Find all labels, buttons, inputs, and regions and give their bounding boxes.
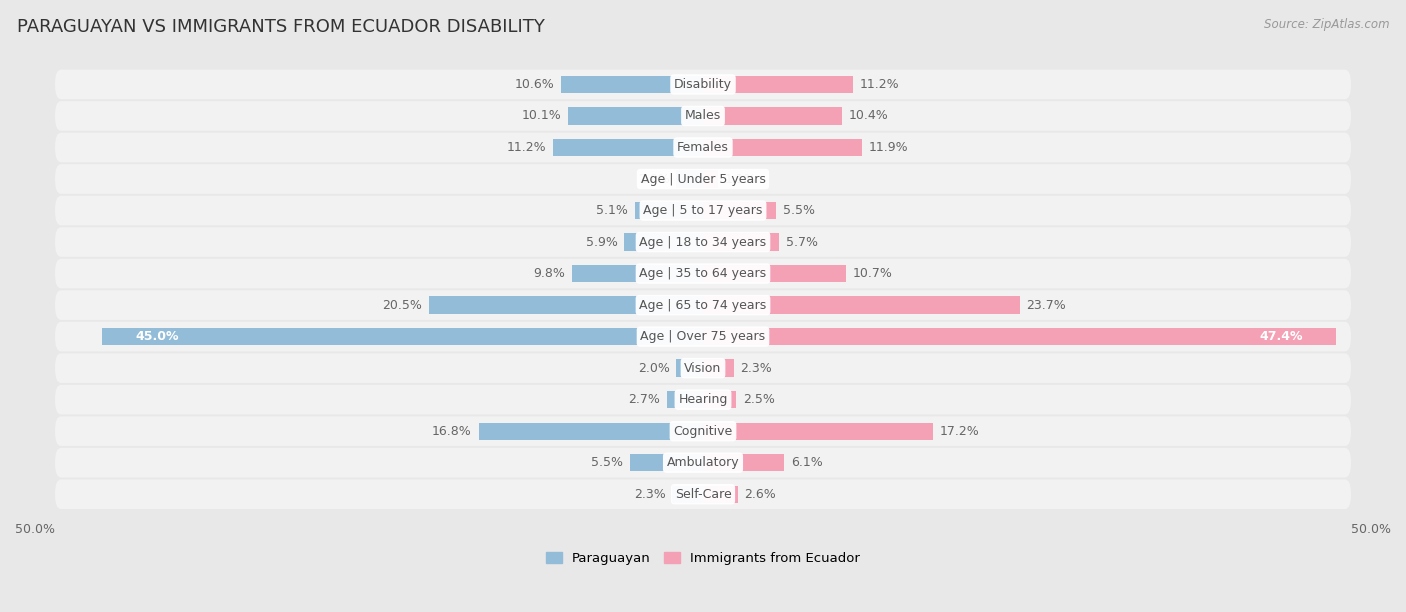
FancyBboxPatch shape <box>55 416 1351 446</box>
Bar <box>703 391 737 408</box>
Text: 5.9%: 5.9% <box>586 236 617 248</box>
Text: Age | 35 to 64 years: Age | 35 to 64 years <box>640 267 766 280</box>
Text: Age | Over 75 years: Age | Over 75 years <box>641 330 765 343</box>
Bar <box>703 328 1336 345</box>
Text: Age | Under 5 years: Age | Under 5 years <box>641 173 765 185</box>
Bar <box>703 139 862 156</box>
Text: 6.1%: 6.1% <box>792 456 823 469</box>
Text: 2.6%: 2.6% <box>744 488 776 501</box>
Bar <box>703 76 852 93</box>
Text: 2.0%: 2.0% <box>638 173 669 185</box>
Bar <box>666 391 703 408</box>
Bar <box>478 422 703 440</box>
Text: 5.5%: 5.5% <box>591 456 623 469</box>
Bar <box>703 422 932 440</box>
Text: Age | 18 to 34 years: Age | 18 to 34 years <box>640 236 766 248</box>
Text: 23.7%: 23.7% <box>1026 299 1066 312</box>
Bar <box>676 359 703 377</box>
Text: Disability: Disability <box>673 78 733 91</box>
FancyBboxPatch shape <box>55 259 1351 288</box>
Text: PARAGUAYAN VS IMMIGRANTS FROM ECUADOR DISABILITY: PARAGUAYAN VS IMMIGRANTS FROM ECUADOR DI… <box>17 18 544 36</box>
FancyBboxPatch shape <box>55 290 1351 320</box>
Bar <box>101 328 703 345</box>
Text: 2.3%: 2.3% <box>741 362 772 375</box>
FancyBboxPatch shape <box>55 70 1351 99</box>
Text: Self-Care: Self-Care <box>675 488 731 501</box>
Text: Males: Males <box>685 110 721 122</box>
Bar <box>703 233 779 251</box>
FancyBboxPatch shape <box>55 385 1351 414</box>
Text: Cognitive: Cognitive <box>673 425 733 438</box>
Bar <box>703 359 734 377</box>
FancyBboxPatch shape <box>55 227 1351 257</box>
FancyBboxPatch shape <box>55 133 1351 162</box>
Bar <box>636 202 703 219</box>
Text: 11.2%: 11.2% <box>859 78 898 91</box>
Bar <box>624 233 703 251</box>
Text: 5.5%: 5.5% <box>783 204 815 217</box>
Text: 10.1%: 10.1% <box>522 110 561 122</box>
Bar <box>676 170 703 188</box>
FancyBboxPatch shape <box>55 196 1351 225</box>
Bar <box>703 265 846 282</box>
Text: Age | 65 to 74 years: Age | 65 to 74 years <box>640 299 766 312</box>
FancyBboxPatch shape <box>55 479 1351 509</box>
Bar <box>703 202 776 219</box>
Text: 16.8%: 16.8% <box>432 425 472 438</box>
Text: 5.7%: 5.7% <box>786 236 818 248</box>
Bar <box>429 296 703 314</box>
Bar <box>572 265 703 282</box>
Bar <box>554 139 703 156</box>
Bar <box>703 170 717 188</box>
FancyBboxPatch shape <box>55 101 1351 131</box>
Text: Ambulatory: Ambulatory <box>666 456 740 469</box>
Text: Source: ZipAtlas.com: Source: ZipAtlas.com <box>1264 18 1389 31</box>
Bar <box>703 107 842 125</box>
Text: 2.5%: 2.5% <box>744 393 775 406</box>
Bar <box>672 485 703 503</box>
Text: 9.8%: 9.8% <box>533 267 565 280</box>
Text: 5.1%: 5.1% <box>596 204 628 217</box>
Bar <box>703 454 785 471</box>
Bar <box>703 296 1019 314</box>
Text: Vision: Vision <box>685 362 721 375</box>
Text: 11.9%: 11.9% <box>869 141 908 154</box>
Text: 2.0%: 2.0% <box>638 362 669 375</box>
Text: Age | 5 to 17 years: Age | 5 to 17 years <box>644 204 762 217</box>
Text: 17.2%: 17.2% <box>939 425 979 438</box>
Legend: Paraguayan, Immigrants from Ecuador: Paraguayan, Immigrants from Ecuador <box>540 547 866 570</box>
Text: Females: Females <box>678 141 728 154</box>
Text: 10.4%: 10.4% <box>849 110 889 122</box>
Bar <box>630 454 703 471</box>
Text: 45.0%: 45.0% <box>135 330 179 343</box>
FancyBboxPatch shape <box>55 164 1351 194</box>
FancyBboxPatch shape <box>55 353 1351 383</box>
Text: 20.5%: 20.5% <box>382 299 422 312</box>
Text: 47.4%: 47.4% <box>1260 330 1303 343</box>
Text: 2.3%: 2.3% <box>634 488 665 501</box>
FancyBboxPatch shape <box>55 448 1351 477</box>
Text: 11.2%: 11.2% <box>508 141 547 154</box>
Bar <box>703 485 738 503</box>
Text: Hearing: Hearing <box>678 393 728 406</box>
FancyBboxPatch shape <box>55 322 1351 351</box>
Text: 10.6%: 10.6% <box>515 78 555 91</box>
Text: 10.7%: 10.7% <box>852 267 893 280</box>
Bar <box>561 76 703 93</box>
Text: 2.7%: 2.7% <box>628 393 661 406</box>
Bar <box>568 107 703 125</box>
Text: 1.1%: 1.1% <box>724 173 756 185</box>
